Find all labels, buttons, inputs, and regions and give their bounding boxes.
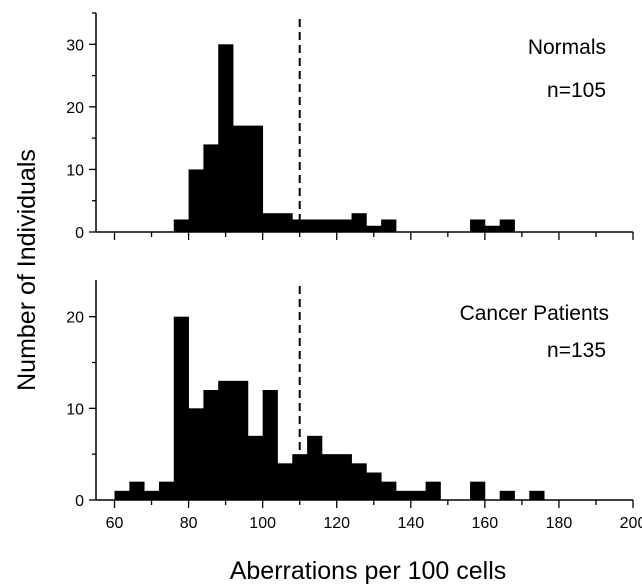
x-axis-title: Aberrations per 100 cells — [230, 557, 507, 585]
top-panel: 0 10 20 30 — [66, 12, 634, 242]
histogram-bar — [129, 481, 145, 500]
x-tick-label: 80 — [180, 515, 198, 532]
histogram-bar — [529, 490, 545, 500]
histogram-bar — [307, 219, 323, 232]
histogram-bar — [218, 44, 234, 232]
bottom-panel: 0 10 20 60 80 100 120 140 160 180 200 — [66, 280, 642, 532]
histogram-bar — [262, 390, 278, 500]
y-tick-label: 10 — [66, 401, 84, 418]
top-panel-n-label: n=105 — [547, 79, 606, 102]
histogram-bar — [218, 380, 234, 500]
y-tick-label: 0 — [75, 225, 84, 242]
histogram-bar — [292, 219, 308, 232]
histogram-bar — [307, 435, 323, 500]
histogram-bar — [158, 481, 175, 500]
histogram-bar — [410, 490, 426, 500]
histogram-bar — [425, 481, 441, 500]
histogram-bar — [381, 219, 397, 232]
histogram-bar — [499, 219, 515, 232]
histogram-bar — [336, 219, 352, 232]
histogram-bar — [173, 219, 189, 232]
histogram-bar — [321, 219, 338, 232]
histogram-bar — [470, 481, 486, 500]
histogram-bar — [173, 316, 189, 500]
histogram-bar — [366, 225, 382, 232]
histogram-bar — [233, 380, 249, 500]
y-tick-label: 0 — [75, 493, 84, 510]
histogram-bar — [484, 225, 501, 232]
x-tick-label: 160 — [472, 515, 499, 532]
y-tick-label: 20 — [66, 310, 84, 327]
x-tick-label: 140 — [397, 515, 424, 532]
histogram-bar — [336, 454, 352, 500]
histogram-bar — [395, 490, 412, 500]
histogram-bar — [292, 454, 308, 500]
x-tick-label: 200 — [620, 515, 642, 532]
y-tick-label: 30 — [66, 37, 84, 54]
histogram-bar — [188, 169, 204, 232]
x-tick-label: 60 — [106, 515, 124, 532]
histogram-bar — [203, 390, 219, 500]
bottom-panel-annotation: Cancer Patients — [460, 302, 609, 325]
y-tick-label: 20 — [66, 100, 84, 117]
histogram-bar — [277, 463, 293, 500]
y-tick-label: 10 — [66, 162, 84, 179]
histogram-bar — [188, 408, 204, 500]
y-axis-title: Number of Individuals — [13, 149, 41, 391]
bottom-panel-n-label: n=135 — [547, 339, 606, 362]
histogram-bar — [114, 490, 130, 500]
histogram-bar — [233, 125, 249, 232]
x-tick-label: 180 — [546, 515, 573, 532]
histogram-bar — [366, 472, 382, 500]
histogram-bar — [247, 125, 264, 232]
histogram-bar — [262, 213, 278, 232]
histogram-bar — [351, 213, 367, 232]
histogram-bar — [381, 481, 397, 500]
x-tick-label: 100 — [249, 515, 276, 532]
histogram-bar — [351, 463, 367, 500]
histogram-bar — [203, 144, 219, 232]
histogram-bar — [499, 490, 515, 500]
histogram-bar — [321, 454, 338, 500]
histogram-bar — [247, 435, 264, 500]
histogram-bar — [144, 490, 160, 500]
top-panel-annotation: Normals — [528, 36, 606, 59]
histogram-bar — [277, 213, 293, 232]
histogram-bar — [470, 219, 486, 232]
x-tick-label: 120 — [323, 515, 350, 532]
